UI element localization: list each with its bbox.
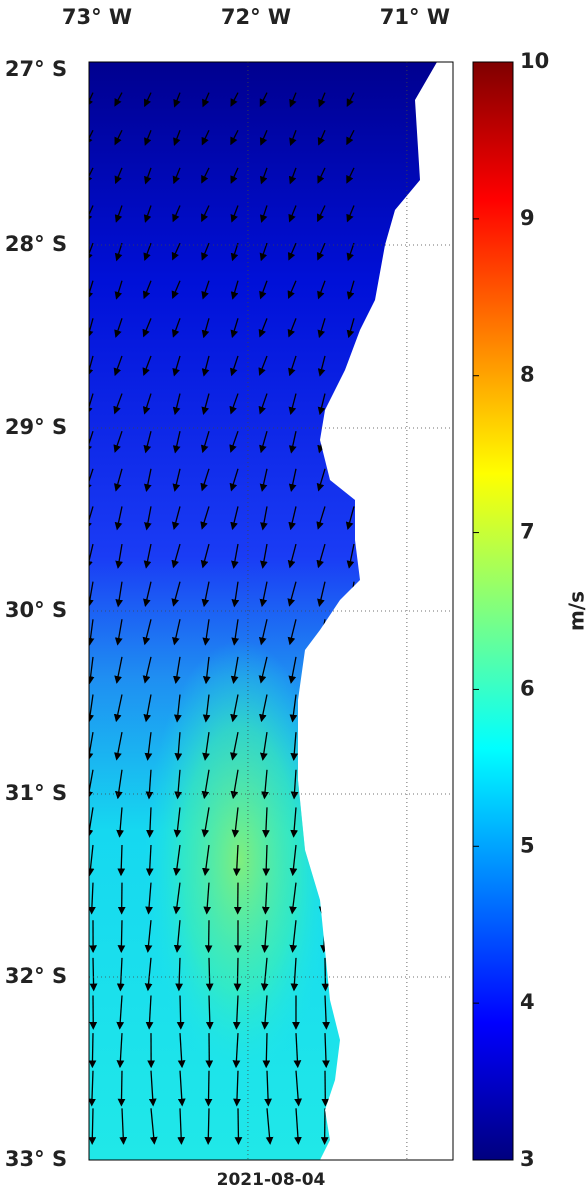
colorbar [473,62,513,1160]
lat-label: 31° S [5,781,67,805]
date: 2021-08-04 [217,1170,326,1188]
lat-label: 30° S [5,598,67,622]
lat-label: 33° S [5,1147,67,1171]
colorbar-tick-label: 4 [520,990,535,1014]
colorbar-label: m/s [565,591,588,631]
wind-arrow [209,958,210,990]
colorbar-tick-label: 8 [520,363,535,387]
wind-arrow [93,958,94,990]
wind-arrow [92,1033,93,1067]
colorbar-tick-label: 6 [520,676,535,700]
lon-label: 73° W [62,5,132,29]
colorbar-tick-label: 9 [520,206,535,230]
wind-arrow [121,920,122,952]
lon-label: 72° W [221,5,291,29]
lat-label: 32° S [5,964,67,988]
colorbar-tick-label: 10 [520,49,549,73]
wind-arrow [208,1071,209,1106]
wind-arrow [92,1108,93,1143]
lat-label: 29° S [5,415,67,439]
colorbar-tick-label: 5 [520,833,535,857]
wind-arrow [208,1108,209,1143]
colorbar-tick-label: 7 [520,520,535,544]
wind-arrow [266,1033,267,1067]
wind-arrow [238,1108,239,1143]
wind-arrow [180,995,181,1028]
lat-label: 27° S [5,57,67,81]
lon-label: 71° W [380,5,450,29]
lat-label: 28° S [5,232,67,256]
wind-arrow [121,1071,122,1106]
wind-arrow [237,958,238,990]
colorbar-tick-label: 3 [520,1147,535,1171]
